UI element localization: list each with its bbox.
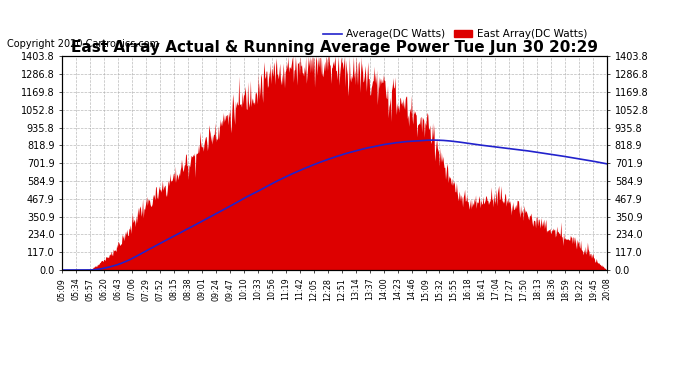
Legend: Average(DC Watts), East Array(DC Watts): Average(DC Watts), East Array(DC Watts): [319, 25, 591, 44]
Title: East Array Actual & Running Average Power Tue Jun 30 20:29: East Array Actual & Running Average Powe…: [71, 40, 598, 55]
Text: Copyright 2020 Cartronics.com: Copyright 2020 Cartronics.com: [7, 39, 159, 50]
